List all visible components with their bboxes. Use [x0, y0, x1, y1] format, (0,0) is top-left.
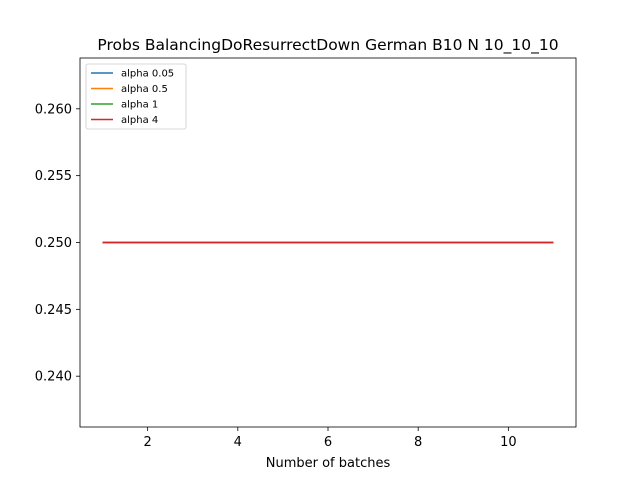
legend-label: alpha 4 — [121, 115, 158, 126]
y-tick-label: 0.245 — [35, 303, 72, 318]
x-axis: 2 4 6 8 10 — [143, 427, 517, 450]
y-axis: 0.240 0.245 0.250 0.255 0.260 — [35, 102, 80, 385]
x-tick-label: 4 — [234, 435, 242, 450]
legend: alpha 0.05 alpha 0.5 alpha 1 alpha 4 — [85, 63, 187, 130]
y-tick-label: 0.240 — [35, 370, 72, 385]
y-tick-label: 0.250 — [35, 236, 72, 251]
legend-label: alpha 0.05 — [121, 69, 174, 80]
x-tick-label: 6 — [324, 435, 332, 450]
y-tick-label: 0.260 — [35, 102, 72, 117]
x-axis-label: Number of batches — [266, 456, 391, 471]
x-tick-label: 10 — [500, 435, 517, 450]
y-tick-label: 0.255 — [35, 169, 72, 184]
x-tick-label: 8 — [414, 435, 422, 450]
x-tick-label: 2 — [143, 435, 151, 450]
legend-label: alpha 1 — [121, 100, 158, 111]
legend-box — [85, 63, 187, 130]
chart-title: Probs BalancingDoResurrectDown German B1… — [97, 36, 558, 55]
legend-label: alpha 0.5 — [121, 84, 168, 95]
